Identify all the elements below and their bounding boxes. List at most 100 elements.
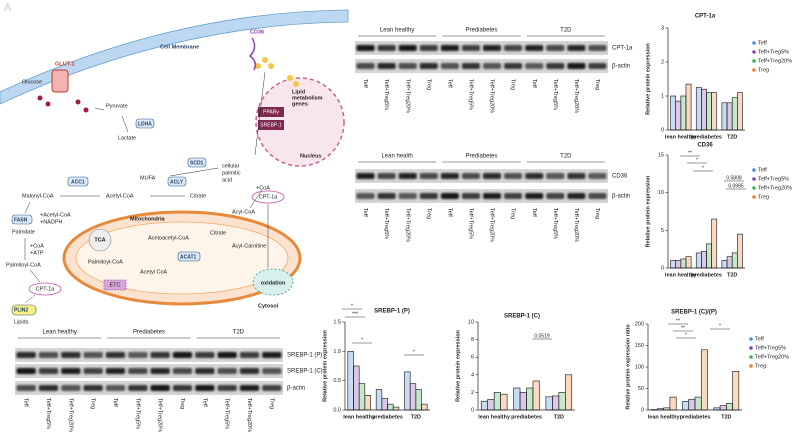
lane-label: Teff+Treg20% xyxy=(404,79,410,113)
bar xyxy=(381,397,388,411)
lane-label: Treg xyxy=(510,208,516,219)
label: Citrate xyxy=(210,230,226,236)
blot-band xyxy=(262,385,282,391)
lane-label: Teff xyxy=(23,398,29,407)
label: CD36 xyxy=(250,29,264,35)
legend-label: Treg xyxy=(758,194,769,200)
legend-label: Teff+Treg5% xyxy=(758,176,789,182)
blot-band xyxy=(356,173,375,179)
blot-row-label: CD36 xyxy=(612,174,628,180)
label: SCD1 xyxy=(190,160,204,166)
lane-label: Teff+Treg5% xyxy=(383,79,389,110)
annotation: 0.0985 xyxy=(728,183,744,189)
blot-strip xyxy=(355,41,608,55)
lane-label: Treg xyxy=(425,79,431,90)
x-tick-label: T2D xyxy=(721,414,731,420)
blot-band xyxy=(128,352,148,358)
bar xyxy=(480,400,489,411)
blot-band xyxy=(483,193,502,199)
lane-label: Teff xyxy=(531,208,537,217)
y-tick-label: 6 xyxy=(471,355,474,361)
bar xyxy=(680,95,687,131)
legend-label: Teff+Treg20% xyxy=(758,185,792,191)
bar xyxy=(358,383,366,411)
label: genes xyxy=(292,101,308,107)
bar xyxy=(688,398,696,411)
bar xyxy=(532,380,540,411)
blot-band xyxy=(105,385,126,391)
y-tick-label: 1.5 xyxy=(333,319,341,325)
blot-band xyxy=(483,63,502,69)
lane-label: Teff+Treg5% xyxy=(468,79,474,110)
blot-band xyxy=(588,63,607,69)
bar xyxy=(736,92,743,131)
bar xyxy=(564,374,573,411)
bar xyxy=(387,403,394,411)
label: GLUT-1 xyxy=(55,61,75,67)
label: SREBP-1 xyxy=(260,122,282,128)
blot-band xyxy=(483,173,502,179)
bar xyxy=(732,370,740,411)
y-tick-label: 50 xyxy=(638,386,644,392)
lane-label: Teff+Treg5% xyxy=(134,398,140,429)
blot-group-label: T2D xyxy=(560,28,572,34)
bar xyxy=(685,83,692,131)
blot-band xyxy=(61,368,81,374)
blot-band xyxy=(377,173,396,179)
label: Lipid xyxy=(292,89,305,95)
chart-title: CPT-1a xyxy=(695,14,716,20)
blot-band xyxy=(377,63,396,69)
label: PPARγ xyxy=(263,109,279,115)
label: +CoA xyxy=(256,185,270,191)
blot-band xyxy=(172,385,193,391)
bar xyxy=(353,365,360,411)
legend-marker xyxy=(752,68,756,72)
blot-band xyxy=(504,173,523,179)
y-tick-label: 3 xyxy=(661,25,664,31)
bar xyxy=(526,387,534,411)
lane-label: Teff+Treg20% xyxy=(246,398,252,432)
blot-band xyxy=(461,63,480,69)
bar xyxy=(409,383,417,411)
label: Pyruvate xyxy=(106,103,128,109)
label: Acyl-CoA xyxy=(232,209,255,215)
y-axis-label: Relative protein expression xyxy=(455,329,461,401)
y-tick-label: 10 xyxy=(468,319,474,325)
bar xyxy=(347,351,354,411)
legend-marker xyxy=(752,177,756,181)
legend-marker xyxy=(749,337,753,341)
blot-band xyxy=(217,352,237,358)
blot-band xyxy=(546,173,565,179)
bar xyxy=(706,243,712,269)
x-tick-label: T2D xyxy=(727,134,737,140)
blot-band xyxy=(504,45,523,51)
blot-strip xyxy=(355,189,608,203)
bar xyxy=(680,258,687,269)
blot-group-label: Prediabetes xyxy=(465,28,497,34)
blot-band xyxy=(440,173,459,179)
blot-strip xyxy=(15,381,283,395)
blot-row-label: SREBP-1 (C) xyxy=(287,369,323,375)
bar xyxy=(694,396,702,411)
blot-band xyxy=(61,352,81,358)
bar xyxy=(493,392,501,411)
annotation: * xyxy=(696,157,698,163)
blot-band xyxy=(150,385,170,391)
y-axis-label: Relative protein expression xyxy=(645,175,651,247)
annotation: *** xyxy=(352,311,358,317)
blot-band xyxy=(419,63,438,69)
nucleus xyxy=(255,77,345,167)
legend-marker xyxy=(752,41,756,45)
blot-band xyxy=(172,352,193,358)
y-tick-label: 0 xyxy=(661,127,664,133)
bar xyxy=(726,256,733,269)
y-tick-label: 200 xyxy=(635,321,644,327)
blot-band xyxy=(419,193,438,199)
blot-band xyxy=(239,352,260,358)
label: cellular xyxy=(222,163,240,169)
chart-title: SREBP-1 (C) xyxy=(504,314,540,320)
label: +Acetyl-CoA xyxy=(40,212,71,218)
blot-band xyxy=(398,45,417,51)
blot-band xyxy=(504,63,523,69)
label: Lipids xyxy=(14,319,29,325)
